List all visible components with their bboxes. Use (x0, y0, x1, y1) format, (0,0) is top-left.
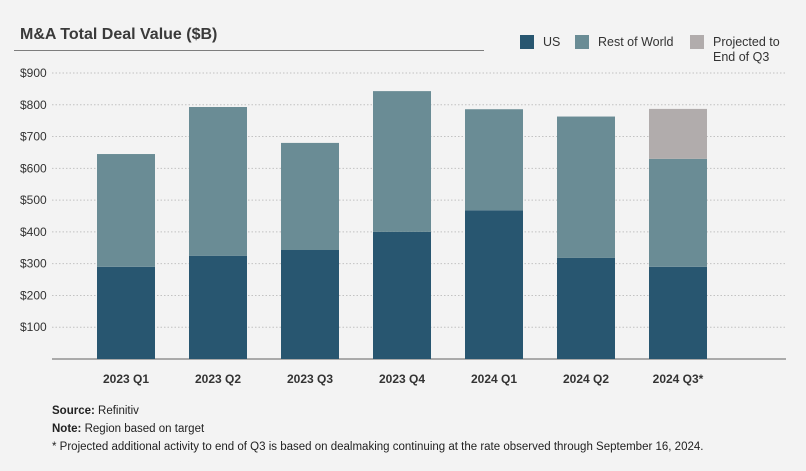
bar-us (557, 257, 615, 359)
bar-projected (649, 108, 707, 159)
bar-us (373, 231, 431, 359)
legend-label-projected: Projected to End of Q3 (713, 35, 780, 65)
legend-label-us: US (543, 35, 561, 49)
legend-swatch-rest-of-world (575, 35, 589, 49)
x-tick-label: 2024 Q1 (471, 372, 517, 386)
bar-rest-of-world (465, 109, 523, 211)
legend-label-projected-line2: End of Q3 (713, 50, 770, 64)
legend-label-projected-line1: Projected to (713, 35, 780, 49)
bar-rest-of-world (649, 158, 707, 267)
bar-rest-of-world (97, 154, 155, 267)
y-tick-label: $600 (20, 161, 47, 175)
footnotes: Source: Refinitiv Note: Region based on … (52, 402, 703, 456)
footnote-note: Note: Region based on target (52, 420, 703, 438)
x-tick-label: 2024 Q3* (653, 372, 704, 386)
footnote-note-label: Note: (52, 423, 82, 435)
bar-us (189, 255, 247, 359)
y-tick-label: $100 (20, 320, 47, 334)
legend-item-rest-of-world: Rest of World (575, 35, 674, 50)
bar-rest-of-world (373, 91, 431, 232)
legend-label-rest-of-world: Rest of World (598, 35, 674, 49)
x-tick-label: 2023 Q4 (379, 372, 425, 386)
bar-rest-of-world (281, 142, 339, 251)
x-tick-label: 2024 Q2 (563, 372, 609, 386)
y-tick-label: $700 (20, 130, 47, 144)
chart-plot: $100 $200 $300 $400 $500 $600 $700 $800 $900 2023… (20, 66, 786, 386)
footnote-asterisk: * Projected additional activity to end o… (52, 441, 704, 453)
legend-item-projected: Projected to End of Q3 (690, 35, 780, 65)
chart-title: M&A Total Deal Value ($B) (20, 26, 218, 43)
x-tick-label: 2023 Q1 (103, 372, 149, 386)
y-tick-label: $400 (20, 225, 47, 239)
footnote-note-text: Region based on target (84, 423, 205, 435)
bar-us (465, 210, 523, 359)
bar-rest-of-world (189, 107, 247, 256)
footnote-source-label: Source: (52, 405, 95, 417)
y-tick-label: $500 (20, 193, 47, 207)
bar-rest-of-world (557, 116, 615, 258)
y-tick-label: $800 (20, 98, 47, 112)
legend-item-us: US (520, 35, 560, 50)
x-tick-label: 2023 Q2 (195, 372, 241, 386)
legend-swatch-us (520, 35, 534, 49)
footnote-source-text: Refinitiv (98, 405, 139, 417)
legend-swatch-projected (690, 35, 704, 49)
bar-us (281, 250, 339, 359)
bar-us (97, 266, 155, 359)
y-tick-label: $300 (20, 257, 47, 271)
title-divider (14, 50, 484, 51)
y-tick-label: $200 (20, 288, 47, 302)
y-tick-label: $900 (20, 66, 47, 80)
bar-us (649, 266, 707, 359)
x-tick-label: 2023 Q3 (287, 372, 333, 386)
footnote-source: Source: Refinitiv (52, 402, 703, 420)
